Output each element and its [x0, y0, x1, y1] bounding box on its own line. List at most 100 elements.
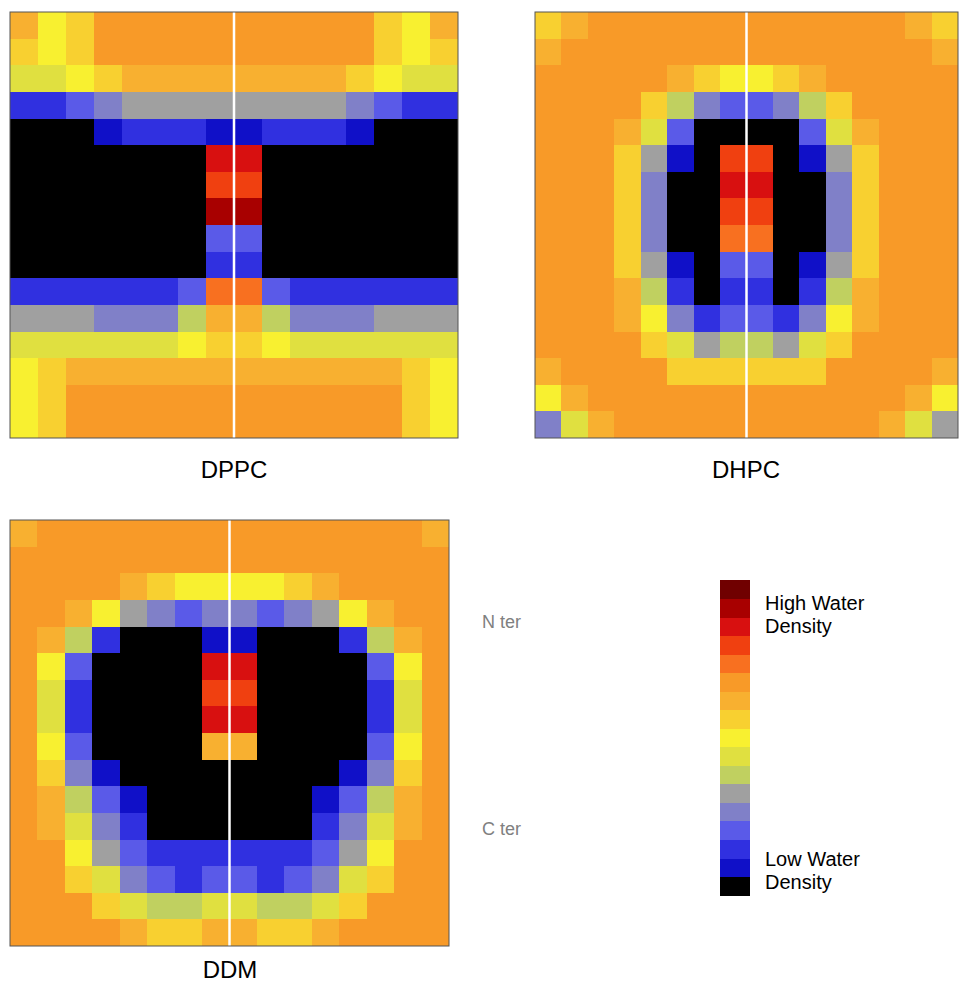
cell — [879, 92, 906, 119]
cell — [312, 866, 340, 893]
cell — [422, 919, 449, 946]
cell — [150, 12, 179, 39]
cell — [667, 65, 694, 92]
cell — [290, 198, 319, 225]
cell — [65, 919, 93, 946]
cell — [290, 225, 319, 252]
cell — [312, 600, 340, 627]
cell — [178, 172, 207, 199]
cell — [367, 733, 395, 760]
cell — [535, 12, 562, 39]
cell — [667, 145, 694, 172]
cell — [65, 627, 93, 654]
cell — [94, 411, 123, 438]
color-bar-band — [720, 580, 750, 599]
cell — [799, 39, 826, 66]
cell — [339, 680, 367, 707]
cell — [37, 760, 65, 787]
cell — [10, 706, 38, 733]
cell — [10, 813, 38, 840]
cell — [430, 278, 458, 305]
cell — [122, 225, 151, 252]
cell — [262, 198, 291, 225]
cell — [206, 172, 235, 199]
cell — [799, 172, 826, 199]
cell — [312, 733, 340, 760]
cell — [773, 252, 800, 279]
cell — [826, 252, 853, 279]
cell — [402, 198, 431, 225]
cell — [284, 680, 312, 707]
cell — [122, 119, 151, 146]
cell — [318, 119, 347, 146]
cell — [284, 866, 312, 893]
cell — [367, 573, 395, 600]
cell — [346, 65, 375, 92]
cell — [147, 706, 175, 733]
cell — [394, 813, 422, 840]
cell — [773, 92, 800, 119]
cell — [932, 411, 958, 438]
cell — [773, 172, 800, 199]
cell — [667, 198, 694, 225]
cell — [374, 39, 403, 66]
cell — [852, 92, 879, 119]
cell — [367, 840, 395, 867]
cell — [799, 332, 826, 359]
cell — [38, 12, 67, 39]
cell — [879, 198, 906, 225]
cell — [852, 172, 879, 199]
cell — [799, 145, 826, 172]
cell — [230, 706, 258, 733]
cell — [178, 252, 207, 279]
cell — [614, 92, 641, 119]
cell — [175, 919, 203, 946]
cell — [290, 385, 319, 412]
cell — [312, 680, 340, 707]
cell — [720, 252, 747, 279]
cell — [66, 358, 95, 385]
cell — [374, 305, 403, 332]
cell — [318, 12, 347, 39]
cell — [290, 411, 319, 438]
cell — [234, 172, 263, 199]
cell — [120, 706, 148, 733]
cell — [374, 172, 403, 199]
cell — [150, 278, 179, 305]
cell — [773, 332, 800, 359]
cell — [230, 573, 258, 600]
cell — [535, 225, 562, 252]
cell — [747, 225, 774, 252]
cell — [318, 385, 347, 412]
cell — [879, 332, 906, 359]
cell — [614, 252, 641, 279]
cell — [422, 893, 449, 920]
cell — [367, 680, 395, 707]
cell — [720, 278, 747, 305]
cell — [175, 547, 203, 574]
panel-title: DDM — [203, 956, 258, 983]
cell — [773, 65, 800, 92]
cell — [720, 39, 747, 66]
color-bar-band — [720, 673, 750, 692]
cell — [38, 198, 67, 225]
cell — [747, 332, 774, 359]
cell — [374, 198, 403, 225]
cell — [879, 252, 906, 279]
cell — [290, 252, 319, 279]
cell — [230, 840, 258, 867]
panel-title: DPPC — [201, 456, 268, 483]
cell — [175, 893, 203, 920]
cell — [120, 653, 148, 680]
cell — [202, 813, 230, 840]
cell — [374, 411, 403, 438]
cell — [175, 866, 203, 893]
cell — [66, 12, 95, 39]
cell — [10, 385, 39, 412]
cell — [905, 411, 932, 438]
cell — [694, 145, 721, 172]
cell — [561, 358, 588, 385]
cell — [614, 198, 641, 225]
cell — [339, 547, 367, 574]
cell — [120, 600, 148, 627]
